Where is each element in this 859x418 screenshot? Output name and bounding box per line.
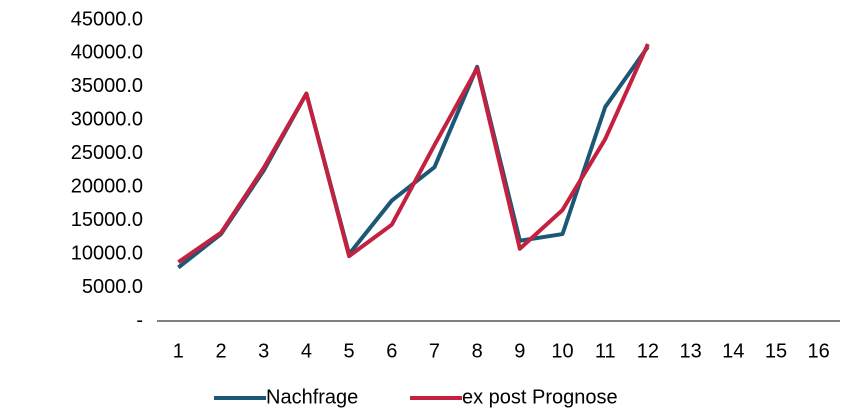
x-tick-label: 4 bbox=[301, 340, 312, 362]
legend-label: ex post Prognose bbox=[462, 386, 618, 408]
x-tick-label: 16 bbox=[808, 340, 830, 362]
series-line bbox=[177, 45, 650, 270]
x-tick-label: 10 bbox=[551, 340, 573, 362]
x-tick-label: 11 bbox=[595, 340, 616, 362]
y-tick-label: 35000.0 bbox=[71, 75, 143, 97]
x-tick-label: 1 bbox=[173, 340, 184, 362]
y-tick-label: 30000.0 bbox=[71, 109, 143, 131]
x-tick-label: 6 bbox=[386, 340, 397, 362]
x-tick-label: 2 bbox=[215, 340, 226, 362]
x-tick-label: 5 bbox=[344, 340, 355, 362]
y-tick-label: 15000.0 bbox=[71, 209, 143, 231]
y-tick-label: 40000.0 bbox=[71, 42, 143, 64]
y-tick-label: 25000.0 bbox=[71, 142, 143, 164]
x-tick-label: 14 bbox=[722, 340, 744, 362]
x-tick-label: 7 bbox=[429, 340, 440, 362]
series-line bbox=[177, 43, 650, 264]
x-tick-label: 15 bbox=[765, 340, 787, 362]
x-tick-label: 9 bbox=[514, 340, 525, 362]
y-tick-label: 10000.0 bbox=[71, 242, 143, 264]
y-tick-label: 45000.0 bbox=[71, 8, 143, 30]
legend-label: Nachfrage bbox=[266, 386, 358, 408]
x-tick-label: 13 bbox=[679, 340, 701, 362]
x-tick-label: 12 bbox=[637, 340, 659, 362]
x-tick-label: 8 bbox=[472, 340, 483, 362]
y-tick-label: 20000.0 bbox=[71, 176, 143, 198]
y-tick-label: 5000.0 bbox=[82, 276, 143, 298]
x-tick-label: 3 bbox=[258, 340, 269, 362]
y-tick-label: - bbox=[136, 309, 143, 331]
